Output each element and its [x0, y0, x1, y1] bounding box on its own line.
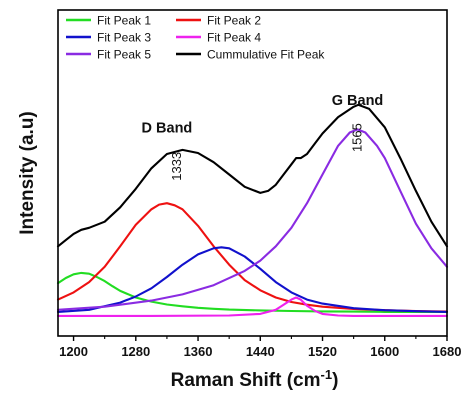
x-tick-label-1680: 1680	[433, 344, 462, 359]
plot-frame	[57, 9, 448, 337]
x-tick-label-1600: 1600	[370, 344, 399, 359]
series-layer	[56, 103, 449, 317]
series-line-fit-peak-5	[56, 128, 449, 311]
legend-label-fit-peak-4: Fit Peak 4	[207, 31, 261, 45]
ticks-layer: 1200 1280 1360 1440 1520 1600 1680	[59, 336, 461, 359]
x-tick-label-1360: 1360	[184, 344, 213, 359]
legend-label-fit-peak-1: Fit Peak 1	[97, 14, 151, 28]
series-line-fit-peak-4	[56, 296, 449, 317]
series-line-fit-peak-3	[56, 246, 449, 313]
x-tick-label-1200: 1200	[59, 344, 88, 359]
legend-label-fit-peak-5: Fit Peak 5	[97, 48, 151, 62]
annotation-peak-1565: 1565	[350, 123, 365, 152]
x-axis-title-superscript: -1	[321, 367, 333, 382]
annotations: D Band G Band 1333 1565	[142, 93, 384, 181]
axis-titles: Intensity (a.u) Raman Shift (cm-1)	[17, 111, 338, 391]
y-axis-title: Intensity (a.u)	[17, 111, 38, 235]
legend: Fit Peak 1 Fit Peak 2 Fit Peak 3 Fit Peak 4…	[66, 14, 325, 62]
series-line-fit-peak-1	[56, 271, 449, 313]
x-axis-title-close: )	[332, 370, 338, 391]
series-line-fit-peak-2	[56, 202, 449, 313]
x-axis-title-main: Raman Shift (cm	[171, 370, 321, 391]
x-tick-label-1440: 1440	[246, 344, 275, 359]
legend-label-fit-peak-2: Fit Peak 2	[207, 14, 261, 28]
x-tick-label-1280: 1280	[121, 344, 150, 359]
legend-label-fit-peak-3: Fit Peak 3	[97, 31, 151, 45]
annotation-d-band: D Band	[142, 120, 193, 136]
x-tick-label-1520: 1520	[308, 344, 337, 359]
annotation-g-band: G Band	[332, 93, 384, 109]
annotation-peak-1333: 1333	[169, 152, 184, 181]
legend-label-cummulative-fit-peak: Cummulative Fit Peak	[207, 48, 325, 62]
x-axis-title: Raman Shift (cm-1)	[171, 367, 339, 391]
series-line-cummulative-fit-peak	[56, 103, 449, 248]
